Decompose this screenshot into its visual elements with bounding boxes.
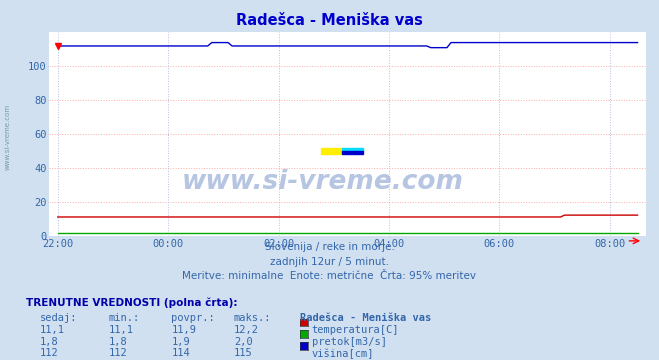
Text: višina[cm]: višina[cm] (312, 348, 374, 359)
Text: www.si-vreme.com: www.si-vreme.com (5, 104, 11, 170)
Text: Slovenija / reke in morje.: Slovenija / reke in morje. (264, 242, 395, 252)
Text: 11,1: 11,1 (109, 325, 134, 335)
Text: 1,9: 1,9 (171, 337, 190, 347)
Text: 112: 112 (109, 348, 127, 359)
Text: 115: 115 (234, 348, 252, 359)
Text: 112: 112 (40, 348, 58, 359)
Bar (321, 148, 342, 154)
Text: temperatura[C]: temperatura[C] (312, 325, 399, 335)
Text: pretok[m3/s]: pretok[m3/s] (312, 337, 387, 347)
Text: 2,0: 2,0 (234, 337, 252, 347)
Text: 11,9: 11,9 (171, 325, 196, 335)
Text: Radešca - Meniška vas: Radešca - Meniška vas (300, 313, 431, 323)
Text: zadnjih 12ur / 5 minut.: zadnjih 12ur / 5 minut. (270, 257, 389, 267)
Bar (342, 151, 363, 154)
Text: TRENUTNE VREDNOSTI (polna črta):: TRENUTNE VREDNOSTI (polna črta): (26, 297, 238, 307)
Text: sedaj:: sedaj: (40, 313, 77, 323)
Text: Meritve: minimalne  Enote: metrične  Črta: 95% meritev: Meritve: minimalne Enote: metrične Črta:… (183, 271, 476, 281)
Text: 114: 114 (171, 348, 190, 359)
Text: 1,8: 1,8 (109, 337, 127, 347)
Text: 11,1: 11,1 (40, 325, 65, 335)
Bar (342, 148, 363, 151)
Text: min.:: min.: (109, 313, 140, 323)
Text: maks.:: maks.: (234, 313, 272, 323)
Text: Radešca - Meniška vas: Radešca - Meniška vas (236, 13, 423, 28)
Text: www.si-vreme.com: www.si-vreme.com (182, 168, 464, 194)
Text: 1,8: 1,8 (40, 337, 58, 347)
Text: 12,2: 12,2 (234, 325, 259, 335)
Text: povpr.:: povpr.: (171, 313, 215, 323)
